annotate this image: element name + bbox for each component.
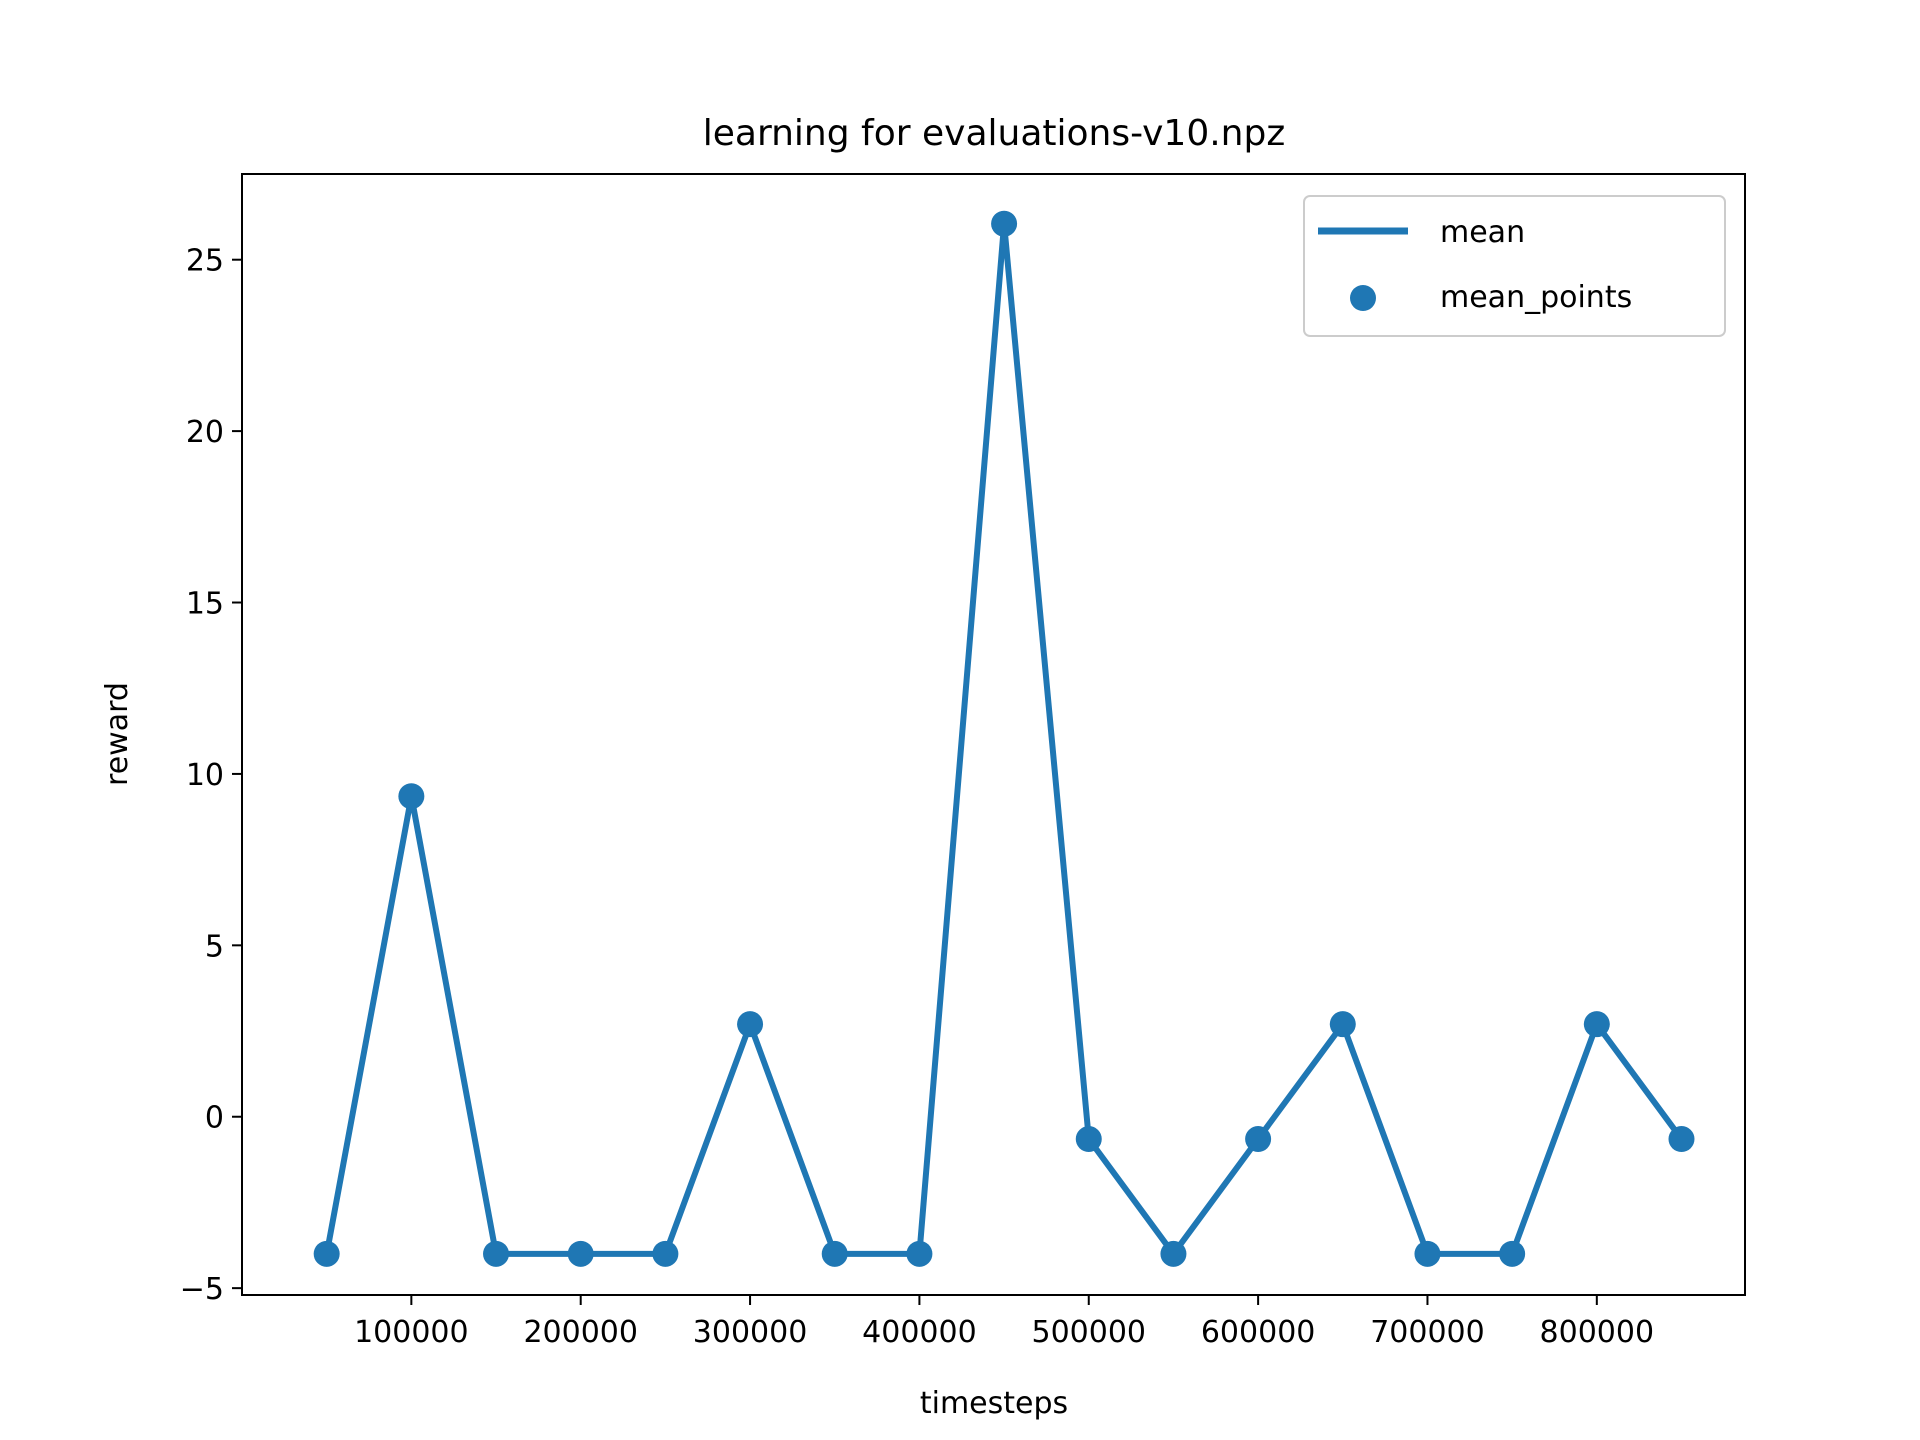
chart-title: learning for evaluations-v10.npz — [703, 113, 1286, 154]
data-point — [1075, 1126, 1102, 1153]
data-point — [1329, 1011, 1356, 1038]
data-point — [1245, 1126, 1272, 1153]
x-tick-label: 700000 — [1370, 1315, 1485, 1350]
data-point — [1499, 1240, 1526, 1267]
plot-frame — [241, 173, 1746, 1296]
y-tick-label: 20 — [186, 415, 224, 450]
legend-point-swatch — [1350, 285, 1376, 311]
data-point — [313, 1240, 340, 1267]
y-tick-label: 25 — [186, 244, 224, 279]
x-tick-label: 500000 — [1031, 1315, 1146, 1350]
data-point — [567, 1240, 594, 1267]
x-tick-label: 100000 — [354, 1315, 469, 1350]
legend-label-mean-points: mean_points — [1440, 280, 1632, 315]
data-point — [906, 1240, 933, 1267]
legend-frame — [1303, 195, 1726, 337]
x-tick-label: 400000 — [862, 1315, 977, 1350]
data-point — [991, 210, 1018, 237]
y-tick-label: 15 — [186, 587, 224, 622]
data-point — [1160, 1240, 1187, 1267]
y-tick-label: 10 — [186, 758, 224, 793]
data-point — [1414, 1240, 1441, 1267]
data-point — [737, 1011, 764, 1038]
x-axis-label: timesteps — [920, 1386, 1068, 1421]
plot-area — [313, 210, 1695, 1267]
data-point — [1668, 1126, 1695, 1153]
data-point — [1583, 1011, 1610, 1038]
x-tick-label: 300000 — [693, 1315, 808, 1350]
y-tick-label: 0 — [205, 1101, 224, 1136]
x-tick-label: 600000 — [1201, 1315, 1316, 1350]
y-tick-label: −5 — [180, 1272, 224, 1307]
y-axis: −5 0 5 10 15 20 25 — [180, 244, 242, 1307]
data-point — [652, 1240, 679, 1267]
y-axis-label: reward — [100, 682, 135, 786]
data-point — [483, 1240, 510, 1267]
x-tick-label: 200000 — [523, 1315, 638, 1350]
legend-label-mean: mean — [1440, 215, 1525, 250]
data-point — [821, 1240, 848, 1267]
x-tick-label: 800000 — [1540, 1315, 1655, 1350]
y-tick-label: 5 — [205, 929, 224, 964]
legend: mean mean_points — [1303, 195, 1726, 337]
data-point — [398, 783, 425, 810]
x-axis: 100000 200000 300000 400000 500000 600000 7000… — [354, 1295, 1654, 1350]
series-mean-line — [323, 223, 1686, 1259]
